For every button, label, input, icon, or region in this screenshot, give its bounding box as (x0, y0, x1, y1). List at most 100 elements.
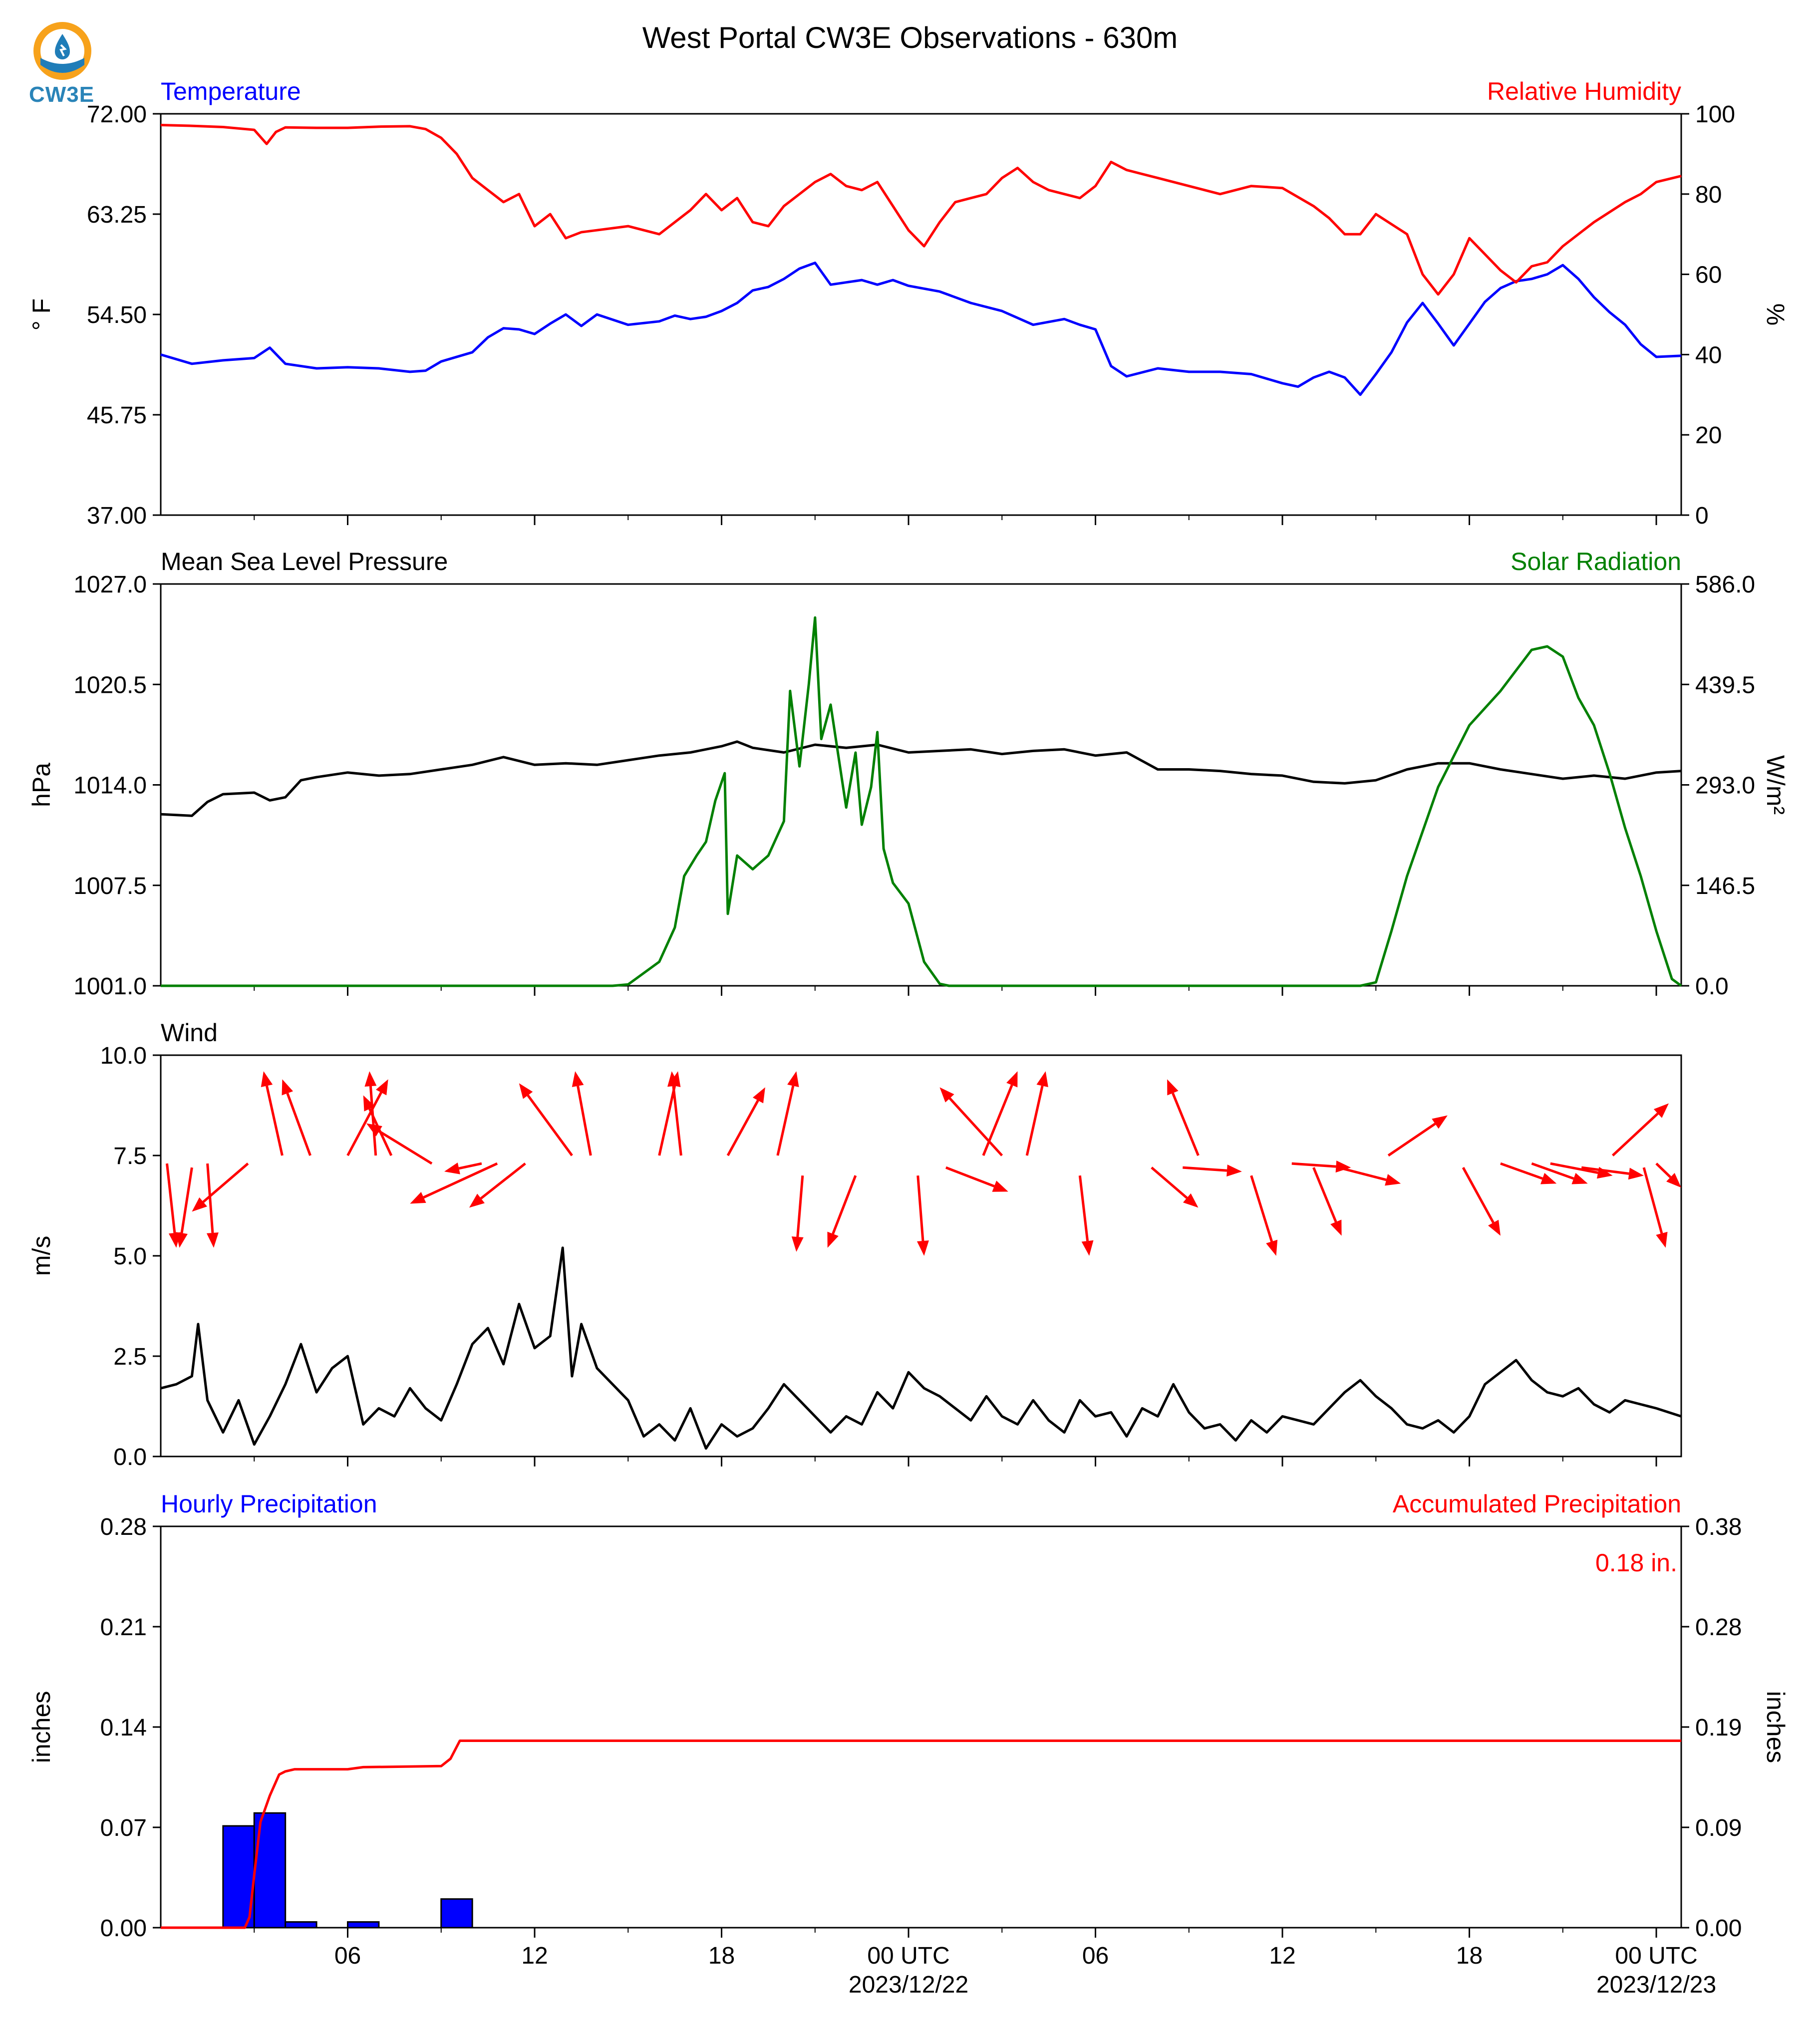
y-tick-label: 72.00 (87, 101, 147, 128)
wind-arrow-head (444, 1162, 460, 1174)
y-right-axis-label: W/m² (1762, 755, 1790, 815)
wind-arrow (1167, 1079, 1200, 1156)
y-tick-label: 45.75 (87, 402, 147, 429)
y-right-tick-label: 586.0 (1695, 572, 1755, 598)
wind-arrow-head (992, 1180, 1008, 1192)
precip-bar (440, 1898, 473, 1929)
y-tick-label: 0.00 (100, 1915, 147, 1942)
series-line-1 (160, 1246, 1682, 1450)
panel-right-title: Solar Radiation (1511, 548, 1681, 576)
wind-arrow (1531, 1162, 1588, 1184)
wind-arrow-head (206, 1232, 219, 1248)
y-tick-label: 63.25 (87, 202, 147, 228)
x-tick-label: 18 (708, 1943, 735, 1969)
panel-2: Mean Sea Level Pressure Solar Radiation 10… (27, 548, 1790, 1000)
wind-arrow (1151, 1166, 1199, 1208)
wind-arrow (945, 1166, 1008, 1192)
wind-arrow-shaft (726, 1100, 759, 1157)
cw3e-logo (26, 15, 101, 105)
precip-bar (285, 1921, 317, 1929)
series-line-1 (161, 1739, 1681, 1929)
wind-arrow-head (1653, 1103, 1669, 1118)
panel-3: Wind 10.0 7.5 5.0 2.5 0.0 m/s (27, 1019, 1682, 1470)
wind-arrow-head (1540, 1172, 1557, 1184)
y-right-tick-label: 80 (1695, 182, 1722, 208)
wind-arrow-shaft (1581, 1166, 1629, 1175)
wind-arrow (791, 1175, 804, 1252)
wind-arrow (667, 1071, 682, 1156)
y-right-axis-label: % (1762, 303, 1790, 325)
y-axis-label: m/s (27, 1236, 55, 1276)
wind-arrow-head (1385, 1174, 1401, 1186)
wind-arrow (1078, 1175, 1094, 1256)
wind-arrow-shaft (180, 1167, 193, 1233)
wind-arrow-head (1036, 1071, 1048, 1088)
wind-arrow (1312, 1167, 1342, 1236)
wind-arrow-head (1167, 1079, 1179, 1096)
wind-arrow-head (282, 1079, 294, 1096)
wind-arrow-head (1183, 1193, 1199, 1208)
wind-arrow-shaft (369, 1086, 377, 1156)
x-tick-label: 00 UTC (867, 1943, 949, 1969)
wind-arrow-head (261, 1071, 273, 1088)
wind-arrow (1291, 1160, 1351, 1173)
x-tick-date-label: 2023/12/23 (1596, 1972, 1716, 1998)
wind-arrow (519, 1083, 573, 1157)
y-right-tick-label: 0.09 (1695, 1815, 1742, 1841)
wind-arrow-shaft (1387, 1123, 1436, 1157)
wind-arrow-shaft (832, 1175, 857, 1234)
wind-arrow-shaft (1291, 1162, 1336, 1168)
x-tick-label: 06 (1082, 1943, 1109, 1969)
wind-arrow-shaft (1655, 1162, 1672, 1178)
wind-arrow-shaft (948, 1097, 1003, 1157)
wind-arrow-head (916, 1240, 929, 1256)
wind-arrow-head (939, 1087, 954, 1103)
wind-arrow-shaft (1151, 1166, 1188, 1199)
wind-arrow-shaft (1500, 1162, 1543, 1180)
y-tick-label: 0.28 (100, 1514, 147, 1540)
wind-arrow (1387, 1115, 1448, 1157)
y-tick-label: 1027.0 (73, 572, 147, 598)
wind-arrow-head (827, 1231, 839, 1248)
wind-arrow (1250, 1175, 1278, 1256)
wind-arrow-shaft (1338, 1166, 1387, 1181)
y-tick-label: 1007.5 (73, 873, 147, 899)
wind-arrow-shaft (1550, 1162, 1598, 1174)
wind-arrow-head (176, 1232, 188, 1248)
y-tick-label: 7.5 (113, 1143, 147, 1169)
series-line-1 (160, 740, 1682, 817)
cw3e-logo-text: CW3E (29, 82, 95, 107)
wind-arrow (1338, 1166, 1401, 1186)
wind-arrow-shaft (796, 1175, 804, 1237)
x-tick-label: 12 (521, 1943, 548, 1969)
wind-arrow-shaft (266, 1085, 284, 1156)
panel-left-title: Wind (161, 1019, 218, 1047)
wind-arrow-shaft (776, 1085, 795, 1156)
x-tick-label: 12 (1269, 1943, 1295, 1969)
y-right-tick-label: 0.00 (1695, 1915, 1742, 1942)
wind-arrow-head (363, 1095, 375, 1112)
wind-arrow (469, 1162, 526, 1208)
panel-right-title: Accumulated Precipitation (1393, 1490, 1681, 1518)
y-right-tick-label: 40 (1695, 342, 1722, 368)
wind-arrow (346, 1079, 388, 1157)
wind-arrow (366, 1123, 433, 1165)
panel-right-title: Relative Humidity (1487, 77, 1681, 105)
wind-arrow-shaft (945, 1166, 995, 1187)
wind-arrow (572, 1071, 592, 1156)
wind-arrow-head (192, 1197, 207, 1212)
cw3e-logo-icon (33, 22, 91, 80)
panel-left-title: Hourly Precipitation (161, 1490, 377, 1518)
wind-arrow (827, 1175, 857, 1248)
wind-arrow (1611, 1103, 1669, 1157)
y-right-tick-label: 0.28 (1695, 1614, 1742, 1641)
y-right-tick-label: 0.19 (1695, 1715, 1742, 1741)
y-right-tick-label: 293.0 (1695, 773, 1755, 799)
wind-arrow-shaft (658, 1085, 676, 1156)
y-tick-label: 2.5 (113, 1344, 147, 1370)
wind-arrow-shaft (527, 1094, 573, 1157)
wind-arrow-head (1666, 1172, 1681, 1188)
y-tick-label: 54.50 (87, 302, 147, 328)
wind-arrow-head (791, 1236, 804, 1252)
y-right-tick-label: 20 (1695, 422, 1722, 449)
